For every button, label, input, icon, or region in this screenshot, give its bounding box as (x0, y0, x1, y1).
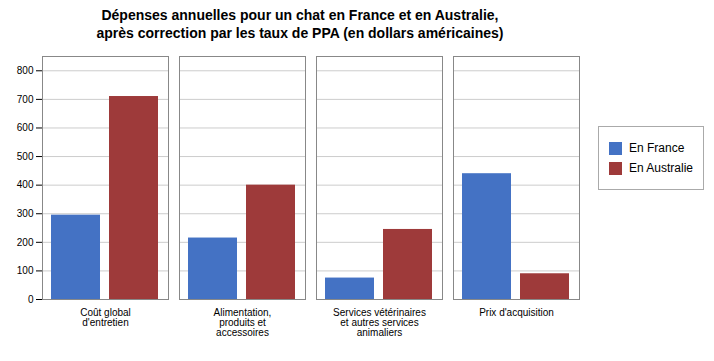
svg-text:0: 0 (28, 294, 34, 305)
svg-text:Services vétérinaireset autres: Services vétérinaireset autres servicesa… (333, 307, 426, 338)
svg-text:500: 500 (17, 151, 34, 162)
html-text:Dépenses annuelles pour un cha: Dépenses annuelles pour un chat en Franc… (101, 7, 499, 23)
svg-text:100: 100 (17, 265, 34, 276)
svg-text:Alimentation,produits etaccess: Alimentation,produits etaccessoires (214, 307, 272, 338)
svg-text:600: 600 (17, 123, 34, 134)
svg-text:400: 400 (17, 180, 34, 191)
html-text:En France: En France (629, 141, 685, 156)
svg-text:Coût globald'entretien: Coût globald'entretien (80, 307, 131, 328)
svg-text:300: 300 (17, 208, 34, 219)
svg-text:700: 700 (17, 94, 34, 105)
svg-text:Prix d'acquisition: Prix d'acquisition (479, 307, 554, 318)
html-text:après correction par les taux: après correction par les taux de PPA (en… (96, 25, 504, 42)
svg-text:800: 800 (17, 65, 34, 76)
html-text:En Australie: En Australie (629, 161, 693, 176)
svg-text:200: 200 (17, 237, 34, 248)
